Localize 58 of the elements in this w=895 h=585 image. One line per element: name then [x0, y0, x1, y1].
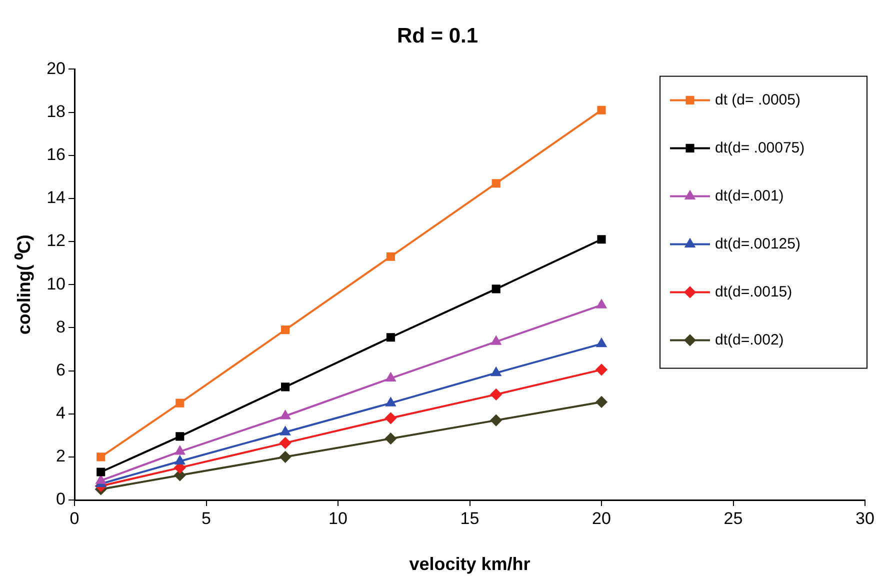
- legend-label: dt(d= .00075): [715, 139, 805, 156]
- point: [96, 468, 106, 476]
- point: [281, 382, 290, 392]
- point: [280, 410, 290, 420]
- point: [597, 106, 606, 114]
- x-tick-label: 30: [856, 508, 874, 528]
- y-tick-label: 12: [46, 231, 66, 250]
- y-tick-label: 10: [46, 274, 66, 294]
- y-tick-label: 18: [46, 102, 66, 121]
- point: [280, 426, 290, 436]
- x-tick-label: 0: [70, 508, 80, 528]
- point: [96, 452, 106, 462]
- chart-title: Rd = 0.1: [396, 24, 478, 48]
- point: [174, 446, 185, 455]
- point: [174, 455, 185, 464]
- point: [596, 396, 608, 408]
- y-tick-label: 0: [56, 490, 66, 509]
- x-tick-label: 5: [202, 508, 211, 528]
- point: [384, 412, 396, 424]
- point: [491, 336, 502, 345]
- point: [596, 338, 607, 348]
- point: [490, 414, 502, 426]
- point: [492, 179, 500, 188]
- point: [176, 398, 184, 408]
- point: [492, 284, 500, 294]
- x-axis-title: velocity km/hr: [409, 554, 530, 574]
- point: [596, 299, 607, 308]
- point: [596, 364, 608, 376]
- point: [597, 235, 606, 244]
- x-tick-label: 25: [724, 508, 743, 528]
- x-tick-label: 10: [328, 508, 348, 528]
- x-tick-label: 20: [592, 508, 611, 528]
- y-tick-label: 8: [56, 317, 66, 336]
- point: [386, 397, 396, 406]
- legend-label: dt (d= .0005): [715, 91, 800, 108]
- point: [386, 252, 395, 261]
- y-tick-label: 2: [56, 446, 66, 466]
- legend-label: dt(d=.002): [715, 331, 784, 348]
- y-tick-label: 20: [46, 58, 66, 78]
- legend-label: dt(d=.001): [715, 187, 784, 204]
- point: [281, 326, 290, 334]
- point: [96, 474, 106, 484]
- legend-label: dt(d=.0015): [715, 283, 792, 300]
- point: [386, 333, 395, 342]
- point: [280, 437, 292, 449]
- y-tick-label: 4: [56, 404, 66, 423]
- y-tick-label: 6: [56, 360, 66, 380]
- x-tick-label: 15: [460, 508, 480, 528]
- y-tick-label: 14: [46, 188, 66, 208]
- point: [280, 451, 292, 463]
- legend-label: dt(d=.00125): [715, 235, 800, 252]
- point: [491, 367, 502, 376]
- point: [490, 388, 502, 400]
- point: [384, 432, 396, 444]
- y-tick-label: 16: [46, 145, 66, 164]
- point: [176, 432, 184, 441]
- y-axis-title: cooling( ⁰C): [14, 234, 34, 335]
- point: [386, 372, 396, 382]
